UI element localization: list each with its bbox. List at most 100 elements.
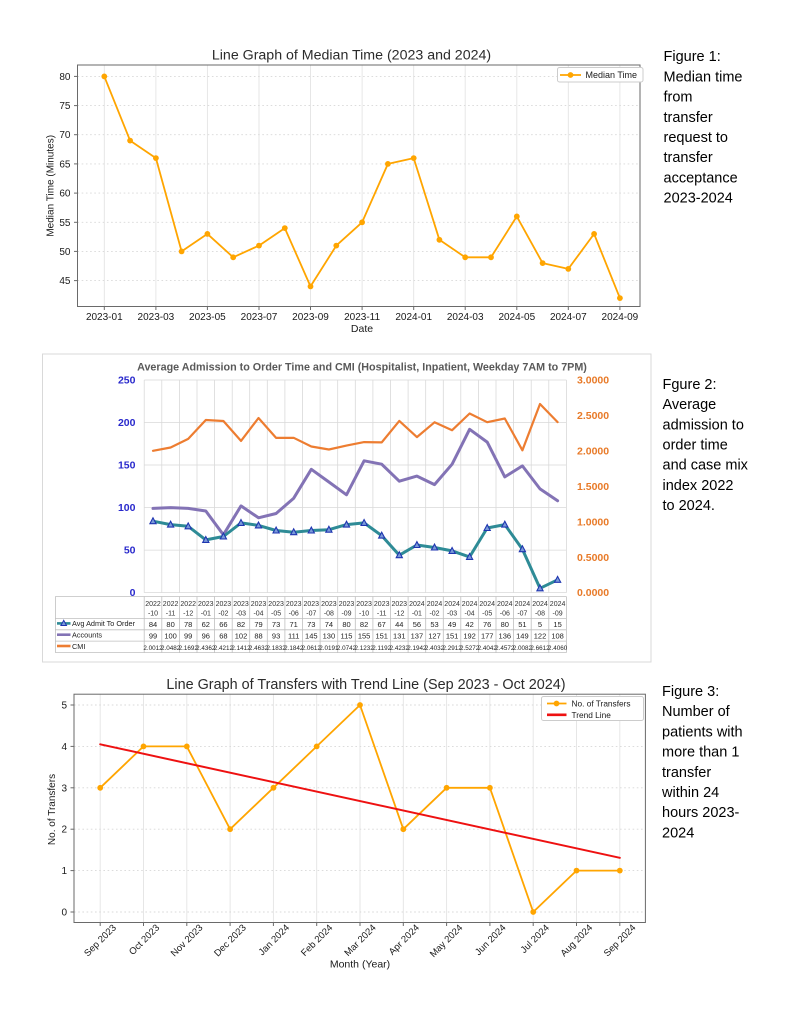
svg-text:-11: -11 bbox=[166, 610, 176, 617]
svg-text:2024: 2024 bbox=[444, 601, 460, 608]
svg-text:Median time: Median time bbox=[664, 69, 743, 85]
svg-text:0: 0 bbox=[61, 908, 67, 919]
svg-text:0.0000: 0.0000 bbox=[577, 587, 609, 599]
svg-text:136: 136 bbox=[499, 632, 512, 641]
svg-text:2023-05: 2023-05 bbox=[189, 312, 226, 323]
svg-text:2.1832: 2.1832 bbox=[266, 645, 286, 652]
svg-text:149: 149 bbox=[516, 632, 529, 641]
svg-text:2.0012: 2.0012 bbox=[143, 645, 163, 652]
svg-text:108: 108 bbox=[551, 632, 564, 641]
svg-text:96: 96 bbox=[202, 632, 210, 641]
svg-text:111: 111 bbox=[288, 632, 299, 641]
svg-text:131: 131 bbox=[393, 632, 406, 641]
svg-text:Trend Line: Trend Line bbox=[572, 710, 612, 720]
svg-text:Accounts: Accounts bbox=[72, 631, 102, 640]
svg-text:2.2912: 2.2912 bbox=[442, 645, 462, 652]
svg-text:137: 137 bbox=[411, 632, 424, 641]
svg-text:1.5000: 1.5000 bbox=[577, 481, 609, 493]
svg-text:66: 66 bbox=[219, 620, 227, 629]
svg-text:2.0612: 2.0612 bbox=[302, 645, 322, 652]
svg-text:No. of Transfers: No. of Transfers bbox=[47, 774, 58, 845]
svg-text:2.1412: 2.1412 bbox=[231, 645, 251, 652]
svg-text:-10: -10 bbox=[359, 610, 369, 617]
svg-text:73: 73 bbox=[272, 620, 280, 629]
svg-text:Date: Date bbox=[351, 323, 373, 335]
svg-text:50: 50 bbox=[59, 247, 71, 258]
svg-text:2024: 2024 bbox=[409, 601, 425, 608]
svg-text:Number of: Number of bbox=[662, 704, 731, 720]
svg-text:84: 84 bbox=[149, 620, 157, 629]
svg-text:155: 155 bbox=[358, 632, 371, 641]
svg-text:177: 177 bbox=[481, 632, 494, 641]
svg-text:2.1192: 2.1192 bbox=[372, 645, 391, 652]
svg-text:2023-09: 2023-09 bbox=[292, 312, 329, 323]
svg-text:2023: 2023 bbox=[356, 601, 372, 608]
svg-text:2.0191: 2.0191 bbox=[319, 645, 339, 652]
svg-text:2.6612: 2.6612 bbox=[530, 645, 550, 652]
svg-text:2024-07: 2024-07 bbox=[550, 312, 587, 323]
svg-text:transfer: transfer bbox=[664, 110, 713, 126]
svg-text:80: 80 bbox=[501, 620, 509, 629]
svg-text:-11: -11 bbox=[377, 610, 387, 617]
svg-text:-09: -09 bbox=[553, 610, 563, 617]
svg-text:hours 2023-: hours 2023- bbox=[662, 805, 740, 821]
svg-text:-05: -05 bbox=[271, 610, 281, 617]
svg-text:99: 99 bbox=[149, 632, 157, 641]
svg-text:2024-03: 2024-03 bbox=[447, 312, 484, 323]
svg-text:more than 1: more than 1 bbox=[662, 745, 739, 761]
svg-text:80: 80 bbox=[59, 72, 71, 83]
svg-text:transfer: transfer bbox=[662, 765, 711, 781]
svg-text:Avg Admit To Order: Avg Admit To Order bbox=[72, 619, 136, 628]
svg-text:44: 44 bbox=[395, 620, 403, 629]
svg-text:2023: 2023 bbox=[339, 601, 355, 608]
svg-text:80: 80 bbox=[342, 620, 350, 629]
svg-text:2.0482: 2.0482 bbox=[161, 645, 181, 652]
svg-text:65: 65 bbox=[59, 159, 71, 170]
svg-text:2023: 2023 bbox=[198, 601, 214, 608]
svg-text:80: 80 bbox=[166, 620, 174, 629]
svg-text:from: from bbox=[664, 90, 693, 106]
svg-text:2022: 2022 bbox=[163, 601, 179, 608]
svg-text:2.4632: 2.4632 bbox=[249, 645, 269, 652]
svg-text:2023: 2023 bbox=[233, 601, 249, 608]
svg-text:2.0000: 2.0000 bbox=[577, 446, 609, 458]
svg-text:73: 73 bbox=[307, 620, 315, 629]
svg-text:CMI: CMI bbox=[72, 642, 85, 651]
svg-text:2024-05: 2024-05 bbox=[498, 312, 535, 323]
svg-text:122: 122 bbox=[534, 632, 547, 641]
svg-text:71: 71 bbox=[290, 620, 298, 629]
svg-text:2023: 2023 bbox=[321, 601, 337, 608]
svg-text:55: 55 bbox=[59, 218, 71, 229]
svg-text:2024: 2024 bbox=[532, 601, 548, 608]
svg-text:2024: 2024 bbox=[427, 601, 443, 608]
svg-text:2024: 2024 bbox=[479, 601, 495, 608]
svg-text:and case mix: and case mix bbox=[663, 458, 749, 474]
svg-text:2022: 2022 bbox=[180, 601, 196, 608]
svg-text:Figure 3:: Figure 3: bbox=[662, 684, 719, 700]
svg-text:151: 151 bbox=[375, 632, 388, 641]
svg-text:67: 67 bbox=[378, 620, 386, 629]
svg-text:145: 145 bbox=[305, 632, 318, 641]
svg-text:192: 192 bbox=[463, 632, 476, 641]
svg-text:2023: 2023 bbox=[374, 601, 390, 608]
svg-text:2.1942: 2.1942 bbox=[407, 645, 427, 652]
svg-text:151: 151 bbox=[446, 632, 459, 641]
svg-text:-01: -01 bbox=[201, 610, 211, 617]
svg-text:Average: Average bbox=[663, 397, 717, 413]
svg-text:No. of Transfers: No. of Transfers bbox=[572, 699, 631, 709]
svg-text:-06: -06 bbox=[289, 610, 299, 617]
svg-text:62: 62 bbox=[202, 620, 210, 629]
svg-text:15: 15 bbox=[553, 620, 561, 629]
svg-text:order time: order time bbox=[663, 438, 728, 454]
svg-text:-09: -09 bbox=[341, 610, 351, 617]
svg-text:2023-07: 2023-07 bbox=[241, 312, 278, 323]
svg-text:-07: -07 bbox=[517, 610, 527, 617]
svg-text:2023-11: 2023-11 bbox=[344, 312, 380, 323]
svg-text:4: 4 bbox=[61, 742, 67, 753]
svg-text:2.4572: 2.4572 bbox=[495, 645, 515, 652]
svg-text:2.0082: 2.0082 bbox=[513, 645, 533, 652]
svg-text:-12: -12 bbox=[394, 610, 404, 617]
svg-text:76: 76 bbox=[483, 620, 491, 629]
svg-text:transfer: transfer bbox=[664, 150, 713, 166]
svg-text:2.4212: 2.4212 bbox=[214, 645, 234, 652]
